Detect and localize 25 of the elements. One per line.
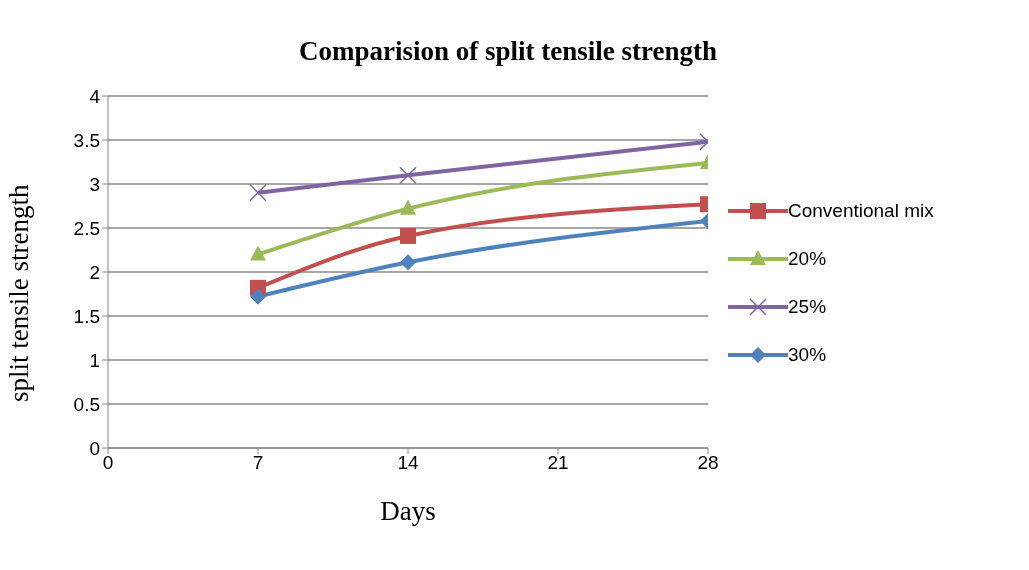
point bbox=[400, 227, 416, 244]
legend-label: 25% bbox=[788, 296, 827, 318]
x-tick-label: 21 bbox=[547, 452, 569, 474]
x-tick-label: 7 bbox=[252, 452, 264, 474]
y-tick-label: 2.5 bbox=[73, 217, 100, 239]
point bbox=[400, 254, 416, 271]
legend-label: 30% bbox=[788, 344, 827, 366]
point bbox=[400, 199, 416, 215]
point bbox=[250, 245, 266, 261]
y-tick-label: 0.5 bbox=[73, 393, 100, 415]
point bbox=[250, 288, 266, 305]
y-tick-label: 3 bbox=[89, 173, 100, 195]
y-tick-label: 3.5 bbox=[73, 129, 100, 151]
x-tick-label: 14 bbox=[397, 452, 419, 474]
chart-title: Comparision of split tensile strength bbox=[298, 36, 718, 67]
legend-label: Conventional mix bbox=[788, 200, 934, 222]
y-axis-title: split tensile strength bbox=[3, 184, 34, 402]
x-tick-label: 28 bbox=[697, 452, 719, 474]
x-axis-title: Days bbox=[380, 496, 436, 526]
y-tick-label: 4 bbox=[89, 85, 101, 107]
y-tick-label: 0 bbox=[89, 437, 100, 459]
legend-label: 20% bbox=[788, 248, 827, 270]
y-tick-label: 1.5 bbox=[73, 305, 100, 327]
y-tick-label: 2 bbox=[89, 261, 100, 283]
y-tick-label: 1 bbox=[89, 349, 100, 371]
